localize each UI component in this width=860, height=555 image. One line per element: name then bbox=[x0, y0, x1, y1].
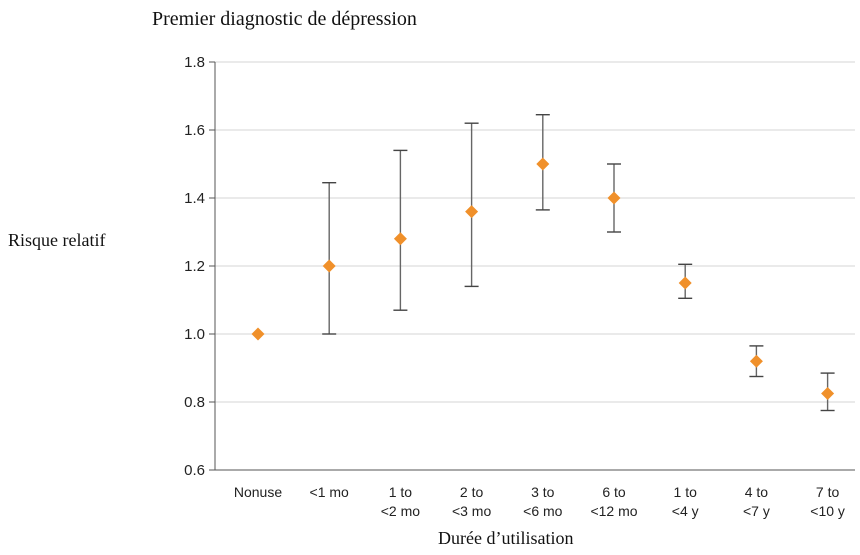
x-tick-label: <1 mo bbox=[310, 484, 350, 500]
data-point-diamond bbox=[678, 276, 692, 290]
x-tick-label: <4 y bbox=[672, 503, 699, 519]
y-tick-label: 1.8 bbox=[184, 54, 205, 71]
axis-layer bbox=[209, 61, 855, 471]
y-axis-label: Risque relatif bbox=[8, 230, 106, 250]
y-tick-label: 1.2 bbox=[184, 258, 205, 275]
x-tick-label: <6 mo bbox=[523, 503, 563, 519]
data-point-diamond bbox=[465, 205, 479, 219]
x-axis-label: Durée d’utilisation bbox=[438, 528, 574, 548]
x-tick-label: <2 mo bbox=[381, 503, 421, 519]
x-tick-labels: Nonuse <1 mo 1 to <2 mo 2 to <3 mo 3 to <6 mo 6 … bbox=[234, 484, 845, 519]
x-tick-label: 7 to bbox=[816, 484, 840, 500]
data-point-diamond bbox=[749, 354, 763, 368]
y-tick-label: 0.8 bbox=[184, 394, 205, 411]
x-tick-label: <10 y bbox=[810, 503, 845, 519]
chart-title: Premier diagnostic de dépression bbox=[152, 8, 417, 30]
y-tick-labels: 0.6 0.8 1.0 1.2 1.4 1.6 1.8 bbox=[184, 54, 205, 479]
x-tick-label: 1 to bbox=[389, 484, 413, 500]
data-point-diamond bbox=[322, 259, 336, 273]
x-tick-label: Nonuse bbox=[234, 484, 282, 500]
x-tick-label: 4 to bbox=[745, 484, 769, 500]
data-point-diamond bbox=[607, 191, 621, 205]
data-point-diamond bbox=[821, 387, 835, 400]
data-point-diamond bbox=[393, 232, 407, 246]
x-tick-label: 3 to bbox=[531, 484, 555, 500]
grid-layer bbox=[215, 61, 855, 403]
x-tick-label: 6 to bbox=[602, 484, 626, 500]
x-tick-label: <7 y bbox=[743, 503, 770, 519]
data-points bbox=[251, 157, 835, 400]
x-tick-label: 2 to bbox=[460, 484, 484, 500]
y-tick-label: 1.4 bbox=[184, 190, 205, 207]
x-tick-label: <3 mo bbox=[452, 503, 492, 519]
x-tick-label: 1 to bbox=[674, 484, 698, 500]
data-point-diamond bbox=[536, 157, 550, 171]
x-tick-label: <12 mo bbox=[590, 503, 637, 519]
y-tick-label: 1.0 bbox=[184, 326, 205, 343]
data-point-diamond bbox=[251, 327, 265, 341]
y-tick-label: 1.6 bbox=[184, 122, 205, 139]
y-tick-label: 0.6 bbox=[184, 462, 205, 479]
